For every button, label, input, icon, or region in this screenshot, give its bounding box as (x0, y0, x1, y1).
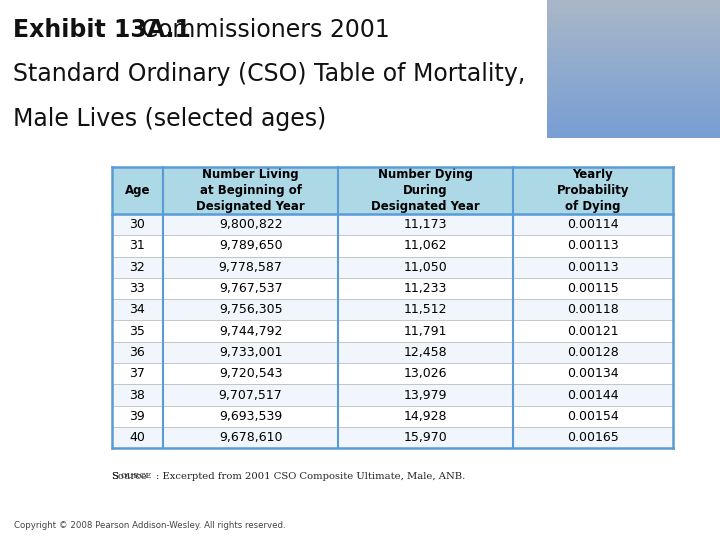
Text: 0.00165: 0.00165 (567, 431, 619, 444)
Text: 11,062: 11,062 (404, 239, 447, 252)
Bar (112, 214, 673, 235)
Text: 9,789,650: 9,789,650 (219, 239, 282, 252)
Text: Copyright © 2008 Pearson Addison-Wesley. All rights reserved.: Copyright © 2008 Pearson Addison-Wesley.… (14, 521, 286, 530)
Text: 0.00118: 0.00118 (567, 303, 619, 316)
Bar (547, 35, 720, 42)
Text: Male Lives (selected ages): Male Lives (selected ages) (13, 107, 326, 131)
Text: 39: 39 (130, 410, 145, 423)
Bar (547, 42, 720, 48)
Bar (112, 167, 673, 214)
Bar (547, 7, 720, 14)
Text: 11,791: 11,791 (404, 325, 447, 338)
Bar (112, 278, 673, 299)
Bar (547, 0, 720, 7)
Text: 31: 31 (130, 239, 145, 252)
Text: 15,970: 15,970 (403, 431, 447, 444)
Bar (547, 14, 720, 21)
Bar (547, 76, 720, 83)
Bar (112, 342, 673, 363)
Text: 11,050: 11,050 (403, 261, 447, 274)
Text: 9,756,305: 9,756,305 (219, 303, 282, 316)
Text: 32: 32 (130, 261, 145, 274)
Text: 0.00144: 0.00144 (567, 388, 618, 402)
Text: Standard Ordinary (CSO) Table of Mortality,: Standard Ordinary (CSO) Table of Mortali… (13, 62, 525, 86)
Bar (547, 62, 720, 69)
Text: 33: 33 (130, 282, 145, 295)
Bar (112, 320, 673, 342)
Text: Exhibit 13A.1: Exhibit 13A.1 (13, 18, 191, 42)
Text: 9,778,587: 9,778,587 (219, 261, 282, 274)
Text: OURCE: OURCE (120, 471, 151, 480)
Text: Commissioners 2001: Commissioners 2001 (134, 18, 390, 42)
Text: 0.00154: 0.00154 (567, 410, 619, 423)
Text: 9,707,517: 9,707,517 (219, 388, 282, 402)
Bar (547, 124, 720, 131)
Text: Age: Age (125, 184, 150, 197)
Text: 11,233: 11,233 (404, 282, 447, 295)
Text: 9,693,539: 9,693,539 (219, 410, 282, 423)
Bar (547, 110, 720, 117)
Text: Number Living
at Beginning of
Designated Year: Number Living at Beginning of Designated… (196, 168, 305, 213)
Bar (547, 69, 720, 76)
Text: 35: 35 (130, 325, 145, 338)
Bar (112, 235, 673, 256)
Text: 0.00113: 0.00113 (567, 239, 618, 252)
Text: 9,678,610: 9,678,610 (219, 431, 282, 444)
Text: 13,026: 13,026 (404, 367, 447, 380)
Bar (547, 96, 720, 103)
Text: 9,767,537: 9,767,537 (219, 282, 282, 295)
Bar (547, 55, 720, 62)
Text: 4: 4 (682, 511, 697, 532)
Text: 38: 38 (130, 388, 145, 402)
Text: 0.00115: 0.00115 (567, 282, 619, 295)
Text: S: S (112, 471, 119, 481)
Text: 11,512: 11,512 (404, 303, 447, 316)
Text: 9,733,001: 9,733,001 (219, 346, 282, 359)
Text: 37: 37 (130, 367, 145, 380)
Text: 9,744,792: 9,744,792 (219, 325, 282, 338)
Bar (112, 256, 673, 278)
Text: 0.00134: 0.00134 (567, 367, 618, 380)
Text: 30: 30 (130, 218, 145, 231)
Bar (112, 427, 673, 448)
Text: 9,800,822: 9,800,822 (219, 218, 282, 231)
Text: 40: 40 (130, 431, 145, 444)
Bar (547, 83, 720, 90)
Text: Number Dying
During
Designated Year: Number Dying During Designated Year (371, 168, 480, 213)
Text: 0.00114: 0.00114 (567, 218, 618, 231)
Text: 12,458: 12,458 (403, 346, 447, 359)
Text: Yearly
Probability
of Dying: Yearly Probability of Dying (557, 168, 629, 213)
Bar (112, 384, 673, 406)
Bar (547, 103, 720, 110)
Bar (547, 21, 720, 28)
Bar (547, 90, 720, 96)
Text: 0.00113: 0.00113 (567, 261, 618, 274)
Bar (112, 299, 673, 320)
Text: 9,720,543: 9,720,543 (219, 367, 282, 380)
Text: : Excerpted from 2001 CSO Composite Ultimate, Male, ANB.: : Excerpted from 2001 CSO Composite Ulti… (156, 471, 466, 481)
Bar (547, 131, 720, 138)
Text: 34: 34 (130, 303, 145, 316)
Text: Source: Source (112, 471, 148, 481)
Text: 13,979: 13,979 (404, 388, 447, 402)
Bar (547, 48, 720, 55)
Bar (547, 117, 720, 124)
Bar (112, 363, 673, 384)
Text: 14,928: 14,928 (404, 410, 447, 423)
Bar (112, 406, 673, 427)
Text: 36: 36 (130, 346, 145, 359)
Bar (547, 28, 720, 35)
Text: 0.00121: 0.00121 (567, 325, 618, 338)
Text: 0.00128: 0.00128 (567, 346, 619, 359)
Text: 11,173: 11,173 (404, 218, 447, 231)
